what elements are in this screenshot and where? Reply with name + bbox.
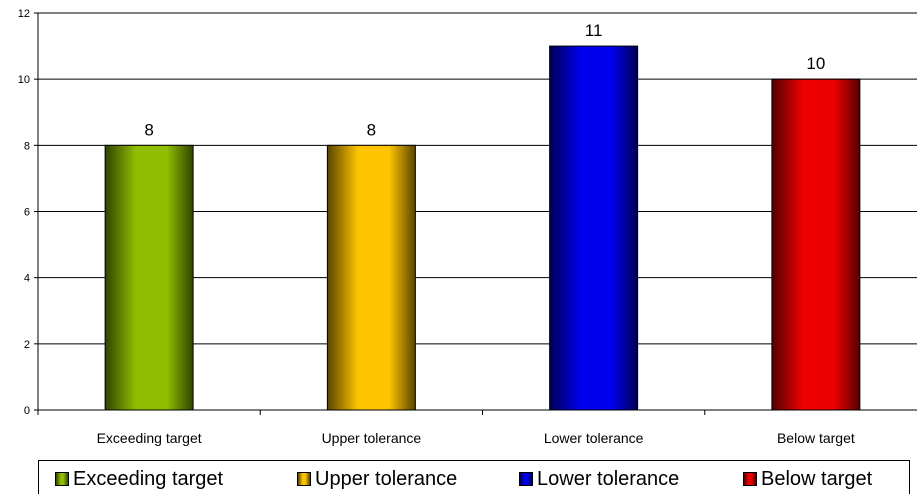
x-tick-label-upper-tolerance: Upper tolerance xyxy=(322,430,422,446)
data-label-lower-tolerance: 11 xyxy=(585,21,603,40)
legend-swatch-below-target xyxy=(743,472,757,486)
legend-item-upper-tolerance: Upper tolerance xyxy=(297,467,457,491)
y-tick-label-2: 2 xyxy=(24,339,30,351)
data-label-below-target: 10 xyxy=(806,54,825,73)
legend-item-below-target: Below target xyxy=(743,467,872,491)
bars xyxy=(104,45,861,411)
legend-label-lower-tolerance: Lower tolerance xyxy=(537,467,680,490)
y-tick-label-0: 0 xyxy=(24,405,30,417)
legend-item-exceeding-target: Exceeding target xyxy=(55,467,223,491)
y-tick-label-12: 12 xyxy=(18,8,30,20)
legend-swatch-upper-tolerance xyxy=(297,472,311,486)
labels: 0 2 4 6 8 10 12 8 Exceeding target 8 Upper toleran… xyxy=(18,8,855,446)
x-tick-label-exceeding-target: Exceeding target xyxy=(97,430,202,446)
y-tick-label-10: 10 xyxy=(18,74,30,86)
y-tick-label-6: 6 xyxy=(24,207,30,219)
legend-label-upper-tolerance: Upper tolerance xyxy=(315,467,458,490)
data-label-upper-tolerance: 8 xyxy=(367,120,376,139)
y-tick-label-4: 4 xyxy=(24,273,30,285)
legend-swatch-exceeding-target xyxy=(55,472,69,486)
bar-upper-tolerance xyxy=(326,144,416,411)
y-tick-label-8: 8 xyxy=(24,140,30,152)
legend: Exceeding target Upper tolerance Lower t… xyxy=(38,460,910,494)
data-label-exceeding-target: 8 xyxy=(144,120,153,139)
x-tick-label-below-target: Below target xyxy=(777,430,855,446)
legend-label-below-target: Below target xyxy=(761,467,873,490)
bar-chart: 0 2 4 6 8 10 12 8 Exceeding target 8 Upper toleran… xyxy=(18,8,917,446)
bar-exceeding-target xyxy=(104,144,194,411)
bar-lower-tolerance xyxy=(549,45,639,411)
legend-label-exceeding-target: Exceeding target xyxy=(73,467,224,490)
legend-item-lower-tolerance: Lower tolerance xyxy=(519,467,679,491)
x-tick-label-lower-tolerance: Lower tolerance xyxy=(544,430,644,446)
bar-below-target xyxy=(771,78,861,411)
legend-swatch-lower-tolerance xyxy=(519,472,533,486)
